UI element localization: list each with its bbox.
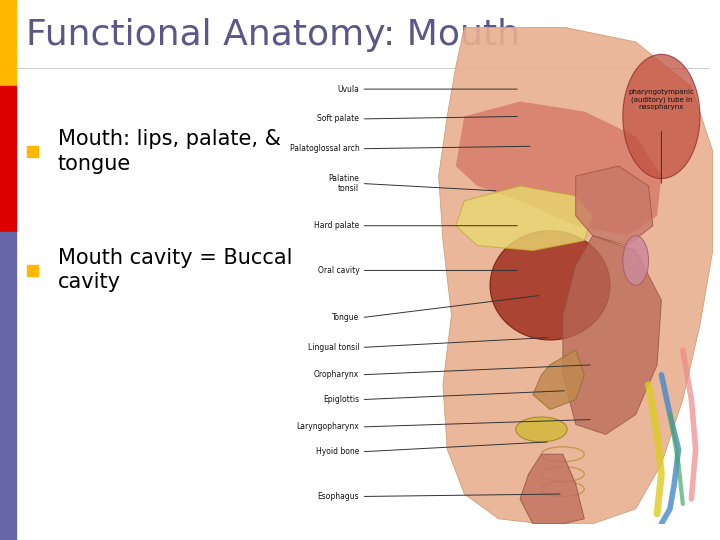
Text: Palatine
tonsil: Palatine tonsil (328, 174, 359, 193)
Text: Mouth: lips, palate, &
tongue: Mouth: lips, palate, & tongue (58, 129, 281, 173)
Ellipse shape (516, 417, 567, 442)
Polygon shape (563, 235, 662, 434)
Text: Epiglottis: Epiglottis (323, 395, 359, 404)
Bar (0, 86, 16, 232)
Polygon shape (576, 166, 653, 246)
Bar (0, 232, 16, 540)
Polygon shape (456, 186, 593, 251)
Bar (27, 265, 38, 275)
Ellipse shape (623, 235, 649, 285)
Polygon shape (456, 102, 662, 235)
Text: Mouth cavity = Buccal
cavity: Mouth cavity = Buccal cavity (58, 248, 292, 292)
Text: Hard palate: Hard palate (314, 221, 359, 230)
Polygon shape (520, 454, 585, 524)
Text: Laryngopharynx: Laryngopharynx (297, 422, 359, 431)
Text: Functional Anatomy: Mouth: Functional Anatomy: Mouth (26, 18, 520, 52)
Ellipse shape (623, 55, 700, 179)
Text: Lingual tonsil: Lingual tonsil (307, 343, 359, 352)
Polygon shape (533, 350, 585, 409)
Text: Uvula: Uvula (338, 85, 359, 93)
Text: Oropharynx: Oropharynx (314, 370, 359, 379)
Text: Hyoid bone: Hyoid bone (316, 447, 359, 456)
Text: Palatoglossal arch: Palatoglossal arch (289, 144, 359, 153)
Text: pharyngotympanic
(auditory) tube in
nasopharynx: pharyngotympanic (auditory) tube in naso… (629, 89, 694, 110)
Text: Tongue: Tongue (332, 313, 359, 322)
Polygon shape (438, 27, 713, 524)
Text: Oral cavity: Oral cavity (318, 266, 359, 275)
Text: Soft palate: Soft palate (318, 114, 359, 124)
Text: Esophagus: Esophagus (318, 492, 359, 501)
Ellipse shape (490, 231, 610, 340)
Bar (0, 0, 16, 86)
Bar (27, 146, 38, 157)
